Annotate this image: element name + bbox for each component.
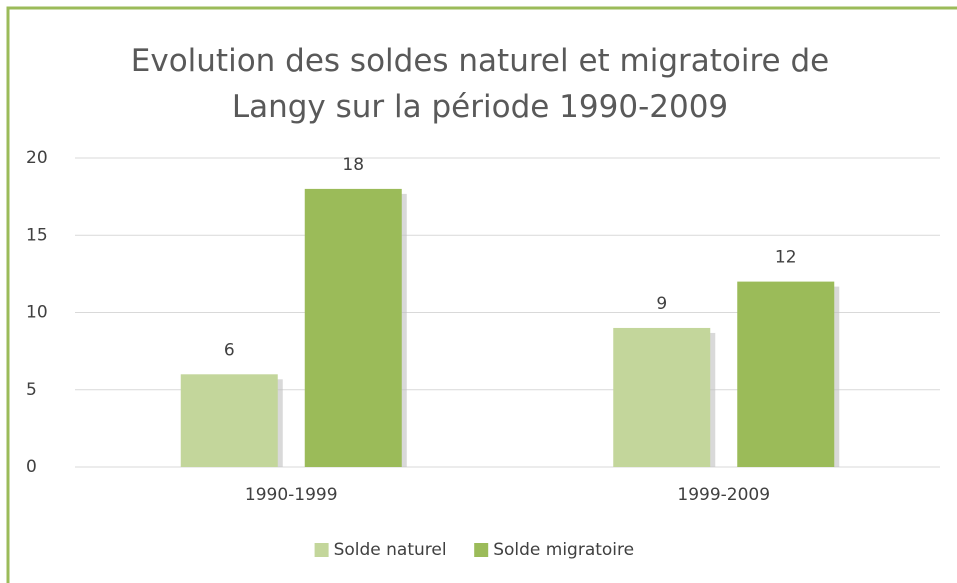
y-tick-label: 15 (26, 225, 48, 245)
data-label: 12 (775, 248, 797, 268)
y-tick-label: 0 (26, 457, 37, 477)
legend-label: Solde naturel (334, 540, 447, 560)
bar (737, 281, 835, 467)
chart-title: Evolution des soldes naturel et migratoi… (130, 43, 830, 125)
legend-swatch (314, 543, 329, 557)
x-tick-label: 1990-1999 (245, 485, 338, 505)
x-tick-label: 1999-2009 (677, 485, 770, 505)
legend-swatch (474, 543, 489, 557)
bar (613, 327, 711, 467)
legend-label: Solde migratoire (493, 540, 634, 560)
data-label: 9 (656, 294, 667, 314)
y-tick-label: 10 (26, 303, 48, 323)
frame-border (6, 6, 957, 583)
y-tick-label: 5 (26, 380, 37, 400)
y-tick-label: 20 (26, 148, 48, 168)
bar (304, 188, 402, 467)
data-label: 18 (342, 155, 364, 175)
data-label: 6 (224, 340, 235, 360)
bar (180, 374, 278, 467)
